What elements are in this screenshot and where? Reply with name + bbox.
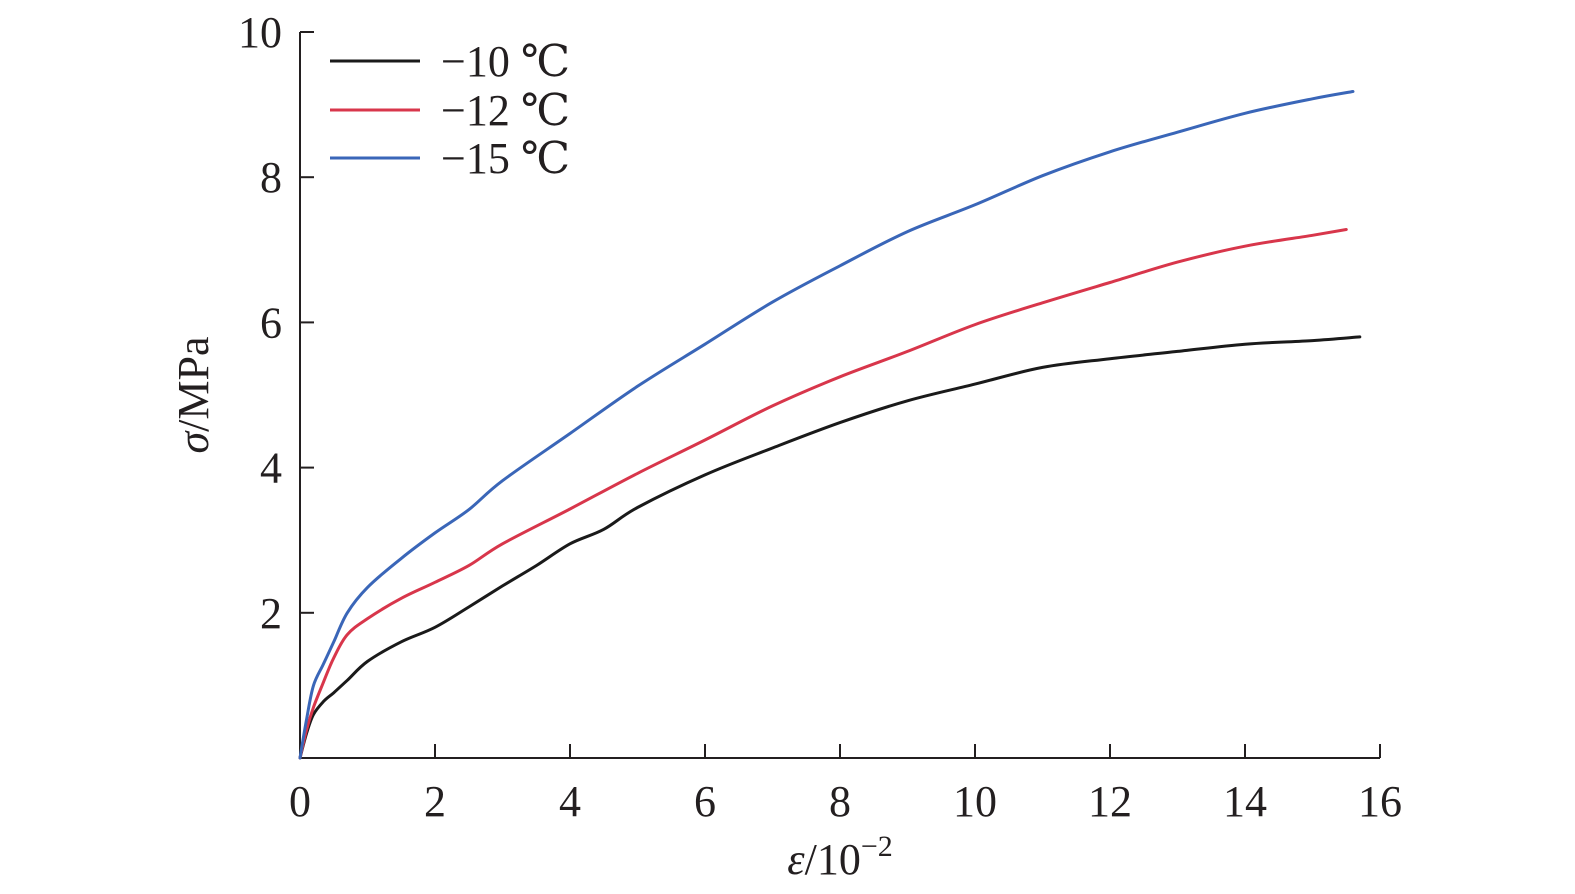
x-axis-title: ε/10−2 [787, 830, 893, 884]
series-line-1 [298, 335, 1362, 760]
x-axis-title-symbol: ε [787, 835, 805, 884]
ticks: 0 2 4 6 8 10 12 14 16 2 4 6 8 10 [238, 8, 1402, 826]
y-axis-title-rest: /MPa [169, 336, 218, 431]
x-tick-label: 16 [1358, 777, 1402, 826]
x-tick-label: 6 [694, 777, 716, 826]
x-tick-label: 2 [424, 777, 446, 826]
legend-label-2: −12 ℃ [441, 86, 570, 135]
x-axis-title-exponent: −2 [861, 830, 893, 863]
y-tick-label: 10 [238, 8, 282, 57]
x-tick-label: 14 [1223, 777, 1267, 826]
legend-label-3: −15 ℃ [441, 134, 570, 183]
y-tick-label: 2 [260, 589, 282, 638]
y-axis-title-symbol: σ [169, 430, 218, 454]
x-tick-label: 10 [953, 777, 997, 826]
legend-label-1: −10 ℃ [441, 37, 570, 86]
x-tick-label: 12 [1088, 777, 1132, 826]
series-group [298, 90, 1362, 760]
x-tick-label: 0 [289, 777, 311, 826]
y-tick-label: 8 [260, 153, 282, 202]
y-tick-label: 6 [260, 298, 282, 347]
series-line-2 [298, 228, 1348, 760]
legend: −10 ℃−12 ℃−15 ℃ [330, 37, 570, 183]
x-tick-label: 4 [559, 777, 581, 826]
x-tick-label: 8 [829, 777, 851, 826]
series-line-3 [298, 90, 1355, 760]
x-axis-title-base: /10 [805, 835, 861, 884]
y-tick-label: 4 [260, 444, 282, 493]
y-axis-title: σ/MPa [169, 336, 218, 453]
